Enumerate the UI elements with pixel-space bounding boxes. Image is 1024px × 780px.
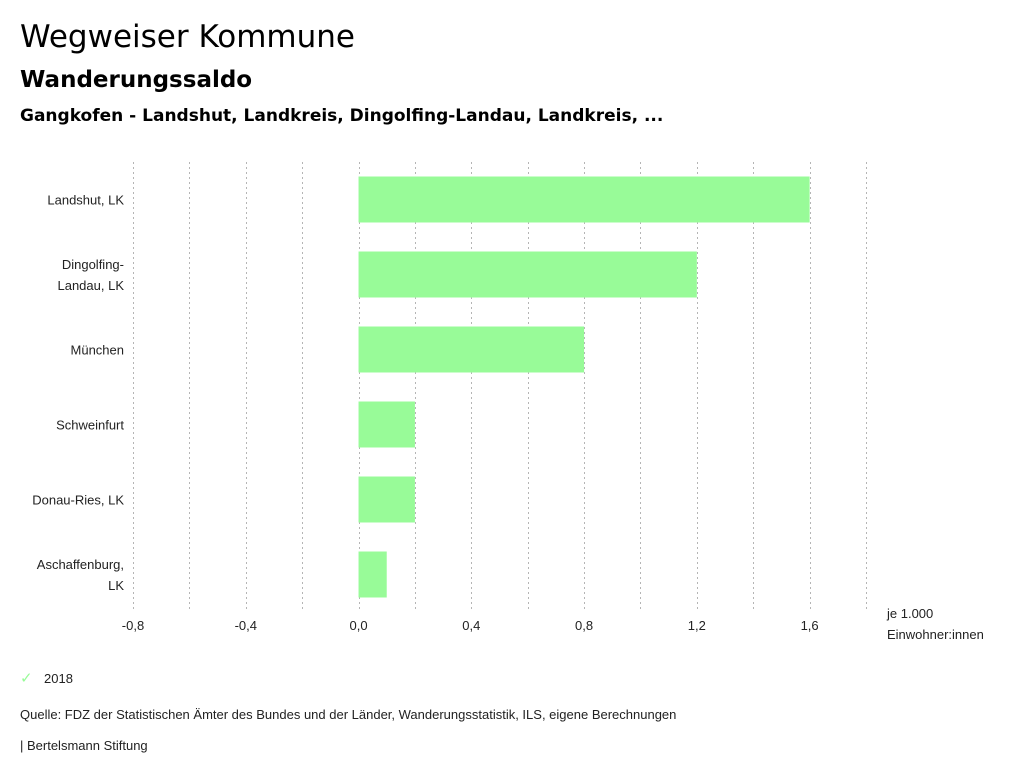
bar: [358, 551, 387, 598]
region-selection: Gangkofen - Landshut, Landkreis, Dingolf…: [20, 106, 664, 126]
credit-note: | Bertelsmann Stiftung: [20, 738, 148, 753]
source-note: Quelle: FDZ der Statistischen Ämter des …: [20, 707, 677, 722]
x-tick-label: 1,6: [801, 618, 819, 633]
page-title: Wegweiser Kommune: [20, 19, 355, 55]
category-label: Schweinfurt: [56, 418, 124, 433]
x-tick-label: 0,4: [462, 618, 480, 633]
x-tick-label: -0,4: [235, 618, 257, 633]
bar: [358, 326, 585, 373]
category-label: LK: [108, 578, 124, 593]
category-label: Donau-Ries, LK: [32, 493, 124, 508]
check-icon: ✓: [20, 670, 33, 687]
x-tick-label: 0,0: [349, 618, 367, 633]
bar: [358, 251, 697, 298]
bar: [358, 176, 810, 223]
category-label: München: [71, 343, 124, 358]
x-tick-label: 1,2: [688, 618, 706, 633]
legend-label: 2018: [44, 670, 73, 686]
category-label: Aschaffenburg,: [37, 557, 124, 572]
category-label: Dingolfing-: [62, 257, 124, 272]
bar-chart: -0,8 -0,4 0,0 0,4 0,8 1,2 1,6 je 1.000 Einwohner…: [32, 162, 984, 642]
bar: [358, 401, 415, 448]
legend[interactable]: ✓ 2018: [20, 668, 73, 688]
category-label: Landau, LK: [57, 278, 124, 293]
x-tick-label: 0,8: [575, 618, 593, 633]
chart-subtitle: Wanderungssaldo: [20, 67, 253, 93]
x-axis-unit-label: je 1.000: [886, 606, 933, 621]
x-axis-unit-label: Einwohner:innen: [887, 627, 984, 642]
category-label: Landshut, LK: [47, 193, 124, 208]
x-tick-label: -0,8: [122, 618, 144, 633]
bar: [358, 476, 415, 523]
